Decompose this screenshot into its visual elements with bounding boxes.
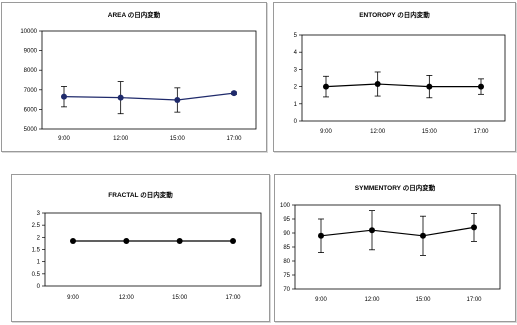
x-tick-label: 9:00 — [67, 295, 79, 301]
data-point — [426, 83, 433, 90]
y-tick-label: 1 — [294, 102, 298, 108]
y-tick-label: 3 — [294, 67, 298, 73]
x-tick-label: 9:00 — [58, 136, 70, 142]
x-tick-label: 15:00 — [422, 129, 438, 135]
chart-panel-area: AREA の日内変動 5000 6000 7000 8000 9000 10000 9:00 1… — [1, 2, 267, 152]
data-point — [117, 94, 124, 101]
y-tick-label: 0 — [37, 284, 41, 290]
plot-area — [301, 34, 506, 122]
plot-area — [294, 204, 501, 290]
chart-svg: AREA の日内変動 5000 6000 7000 8000 9000 10000 9:00 1… — [20, 10, 257, 142]
y-tick-label: 2 — [294, 85, 298, 91]
y-tick-label: 95 — [283, 217, 290, 223]
chart-svg: SYMMENTORY の日内変動 70 75 80 85 90 95 100 9:00 12:00… — [280, 183, 501, 303]
y-tick-label: 8000 — [24, 68, 38, 74]
y-tick-label: 1.5 — [32, 248, 41, 254]
chart-title: ENTOROPY の日内変動 — [359, 10, 430, 19]
y-tick-label: 70 — [283, 287, 290, 293]
x-tick-label: 17:00 — [466, 297, 482, 303]
chart-panel-entropy: ENTOROPY の日内変動 0 1 2 3 4 5 9:00 12:00 15:00 17:00 — [273, 2, 516, 152]
y-tick-label: 80 — [283, 259, 290, 265]
y-tick-label: 100 — [280, 203, 291, 209]
y-tick-label: 0.5 — [32, 272, 41, 278]
data-point — [231, 90, 237, 97]
y-tick-label: 90 — [283, 231, 290, 237]
x-tick-label: 9:00 — [320, 129, 332, 135]
x-tick-label: 12:00 — [113, 136, 129, 142]
y-tick-label: 75 — [283, 273, 290, 279]
series-line — [325, 83, 481, 88]
data-point — [70, 237, 76, 244]
x-tick-label: 12:00 — [364, 297, 380, 303]
x-tick-label: 17:00 — [473, 129, 489, 135]
y-tick-label: 0 — [294, 119, 298, 125]
y-tick-label: 2 — [37, 235, 41, 241]
data-point — [471, 224, 477, 231]
chart-svg: ENTOROPY の日内変動 0 1 2 3 4 5 9:00 12:00 15:00 17:00 — [294, 10, 506, 135]
y-tick-label: 9000 — [24, 49, 38, 55]
x-tick-label: 17:00 — [225, 295, 241, 301]
y-tick-label: 4 — [294, 50, 298, 56]
x-tick-label: 15:00 — [170, 136, 186, 142]
data-point — [174, 96, 181, 103]
chart-title: SYMMENTORY の日内変動 — [355, 183, 436, 192]
data-point — [369, 227, 375, 234]
y-tick-label: 5 — [294, 33, 298, 39]
data-point — [123, 237, 130, 244]
x-tick-label: 17:00 — [226, 136, 242, 142]
y-tick-label: 85 — [283, 245, 290, 251]
y-tick-label: 6000 — [24, 107, 38, 113]
plot-area — [41, 30, 257, 130]
chart-title: FRACTAL の日内変動 — [108, 190, 173, 199]
data-point — [318, 232, 324, 239]
series-line — [63, 92, 235, 101]
plot-area — [44, 212, 262, 287]
y-tick-label: 10000 — [20, 29, 37, 35]
x-tick-label: 15:00 — [415, 297, 431, 303]
chart-panel-fractal: FRACTAL の日内変動 0 0.5 1 1.5 2 2.5 3 9:00 12:00 15:00… — [11, 174, 270, 322]
data-point — [374, 81, 381, 88]
x-tick-label: 12:00 — [119, 295, 135, 301]
data-point — [420, 232, 426, 239]
y-tick-label: 7000 — [24, 88, 38, 94]
y-tick-label: 3 — [37, 211, 41, 217]
data-point — [176, 237, 183, 244]
series-line — [320, 226, 475, 237]
x-tick-label: 9:00 — [315, 297, 327, 303]
data-point — [230, 237, 236, 244]
y-tick-label: 1 — [37, 260, 41, 266]
x-tick-label: 12:00 — [370, 129, 386, 135]
data-point — [61, 93, 67, 100]
y-tick-label: 2.5 — [32, 223, 41, 229]
y-tick-label: 5000 — [24, 127, 38, 133]
data-point — [478, 83, 484, 90]
chart-title: AREA の日内変動 — [108, 10, 161, 19]
data-point — [323, 83, 329, 90]
chart-svg: FRACTAL の日内変動 0 0.5 1 1.5 2 2.5 3 9:00 12:00 15:00… — [32, 190, 262, 301]
x-tick-label: 15:00 — [172, 295, 188, 301]
chart-panel-symmetry: SYMMENTORY の日内変動 70 75 80 85 90 95 100 9:00 12:00… — [274, 174, 516, 322]
